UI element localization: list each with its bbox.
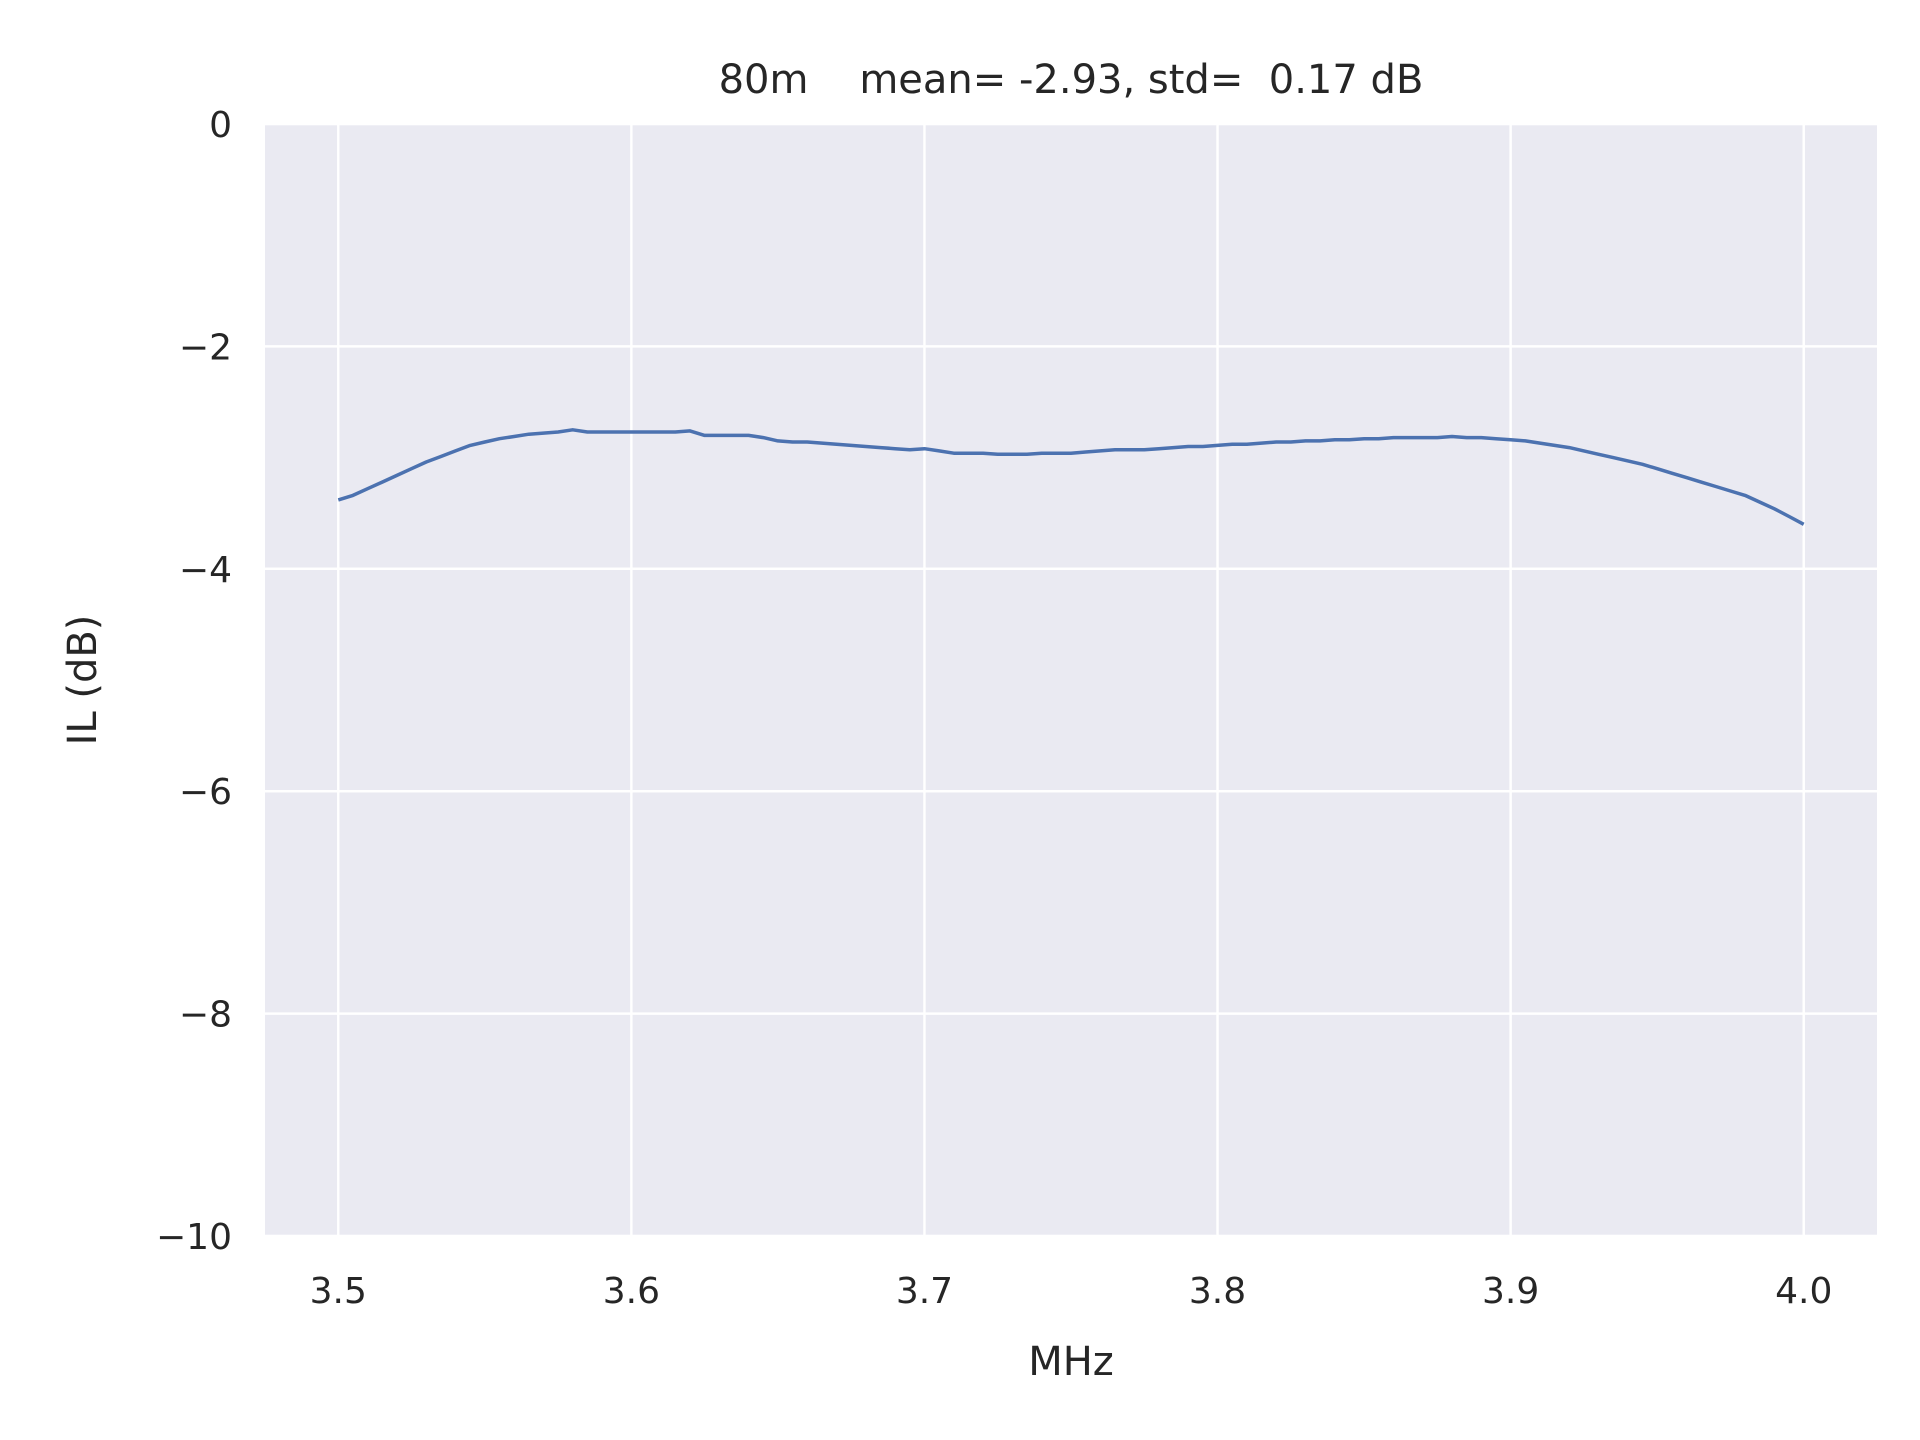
x-tick-label: 3.9 (1482, 1271, 1539, 1312)
y-gridlines (255, 122, 1877, 1238)
y-axis-label: IL (dB) (60, 615, 106, 746)
x-tick-labels: 3.5 3.6 3.7 3.8 3.9 4.0 (310, 1271, 1833, 1312)
x-axis-label: MHz (1028, 1339, 1114, 1385)
x-tick-label: 3.5 (310, 1271, 367, 1312)
y-tick-label: −2 (179, 327, 232, 368)
x-tick-label: 3.6 (603, 1271, 660, 1312)
x-tick-label: 3.8 (1189, 1271, 1246, 1312)
x-tick-label: 3.7 (896, 1271, 953, 1312)
y-tick-label: −10 (156, 1217, 232, 1258)
y-tick-label: 0 (209, 105, 232, 146)
x-tick-label: 4.0 (1775, 1271, 1832, 1312)
plot-background (265, 124, 1877, 1236)
chart-title: 80m mean= -2.93, std= 0.17 dB (719, 57, 1424, 103)
y-tick-labels: 0 −2 −4 −6 −8 −10 (156, 105, 232, 1258)
y-tick-label: −4 (179, 550, 232, 591)
series-line (337, 428, 1805, 526)
y-tick-label: −6 (179, 772, 232, 813)
x-gridlines (337, 124, 1805, 1246)
y-tick-label: −8 (179, 995, 232, 1036)
